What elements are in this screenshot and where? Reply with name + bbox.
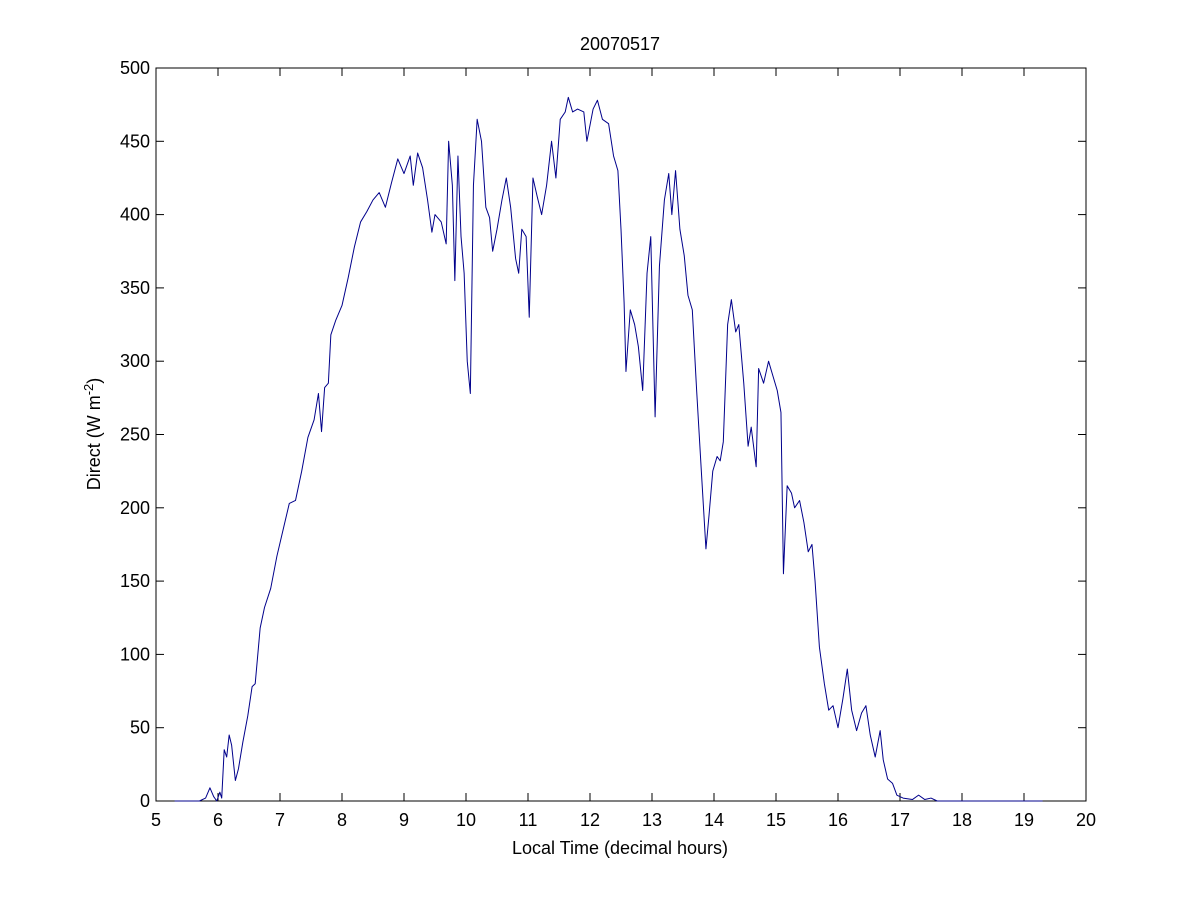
x-axis-label: Local Time (decimal hours) [512, 838, 728, 858]
x-tick-label: 7 [275, 810, 285, 830]
x-tick-label: 17 [890, 810, 910, 830]
y-axis-label-prefix: Direct (W m [84, 395, 104, 490]
y-tick-label: 200 [120, 498, 150, 518]
x-tick-label: 19 [1014, 810, 1034, 830]
y-axis-ticks [156, 67, 1086, 802]
series-layer [174, 96, 1043, 802]
y-axis-label: Direct (W m-2) [81, 378, 104, 491]
x-tick-label: 10 [456, 810, 476, 830]
y-axis-label-superscript: -2 [81, 384, 96, 396]
x-tick-label: 6 [213, 810, 223, 830]
x-tick-label: 11 [519, 810, 538, 830]
x-tick-label: 5 [151, 810, 161, 830]
y-tick-label: 500 [120, 58, 150, 78]
y-tick-label: 400 [120, 205, 150, 225]
y-tick-label: 0 [140, 791, 150, 811]
y-tick-label: 50 [130, 718, 150, 738]
y-tick-label: 150 [120, 571, 150, 591]
y-axis-label-suffix: ) [84, 378, 104, 384]
y-tick-label: 250 [120, 425, 150, 445]
chart-title: 20070517 [580, 34, 660, 54]
y-tick-label: 300 [120, 351, 150, 371]
x-tick-label: 20 [1076, 810, 1096, 830]
series-line-direct [174, 96, 1043, 802]
y-axis-tick-labels: 0 50 100 150 200 250 300 350 400 450 500 [120, 58, 150, 811]
x-axis-ticks [155, 68, 1087, 801]
x-axis-tick-labels: 5 6 7 8 9 10 11 12 13 14 15 16 17 18 19 20 [151, 810, 1096, 830]
y-tick-label: 350 [120, 278, 150, 298]
y-tick-label: 450 [120, 131, 150, 151]
x-tick-label: 8 [337, 810, 347, 830]
x-tick-label: 13 [642, 810, 662, 830]
x-tick-label: 12 [580, 810, 600, 830]
y-tick-label: 100 [120, 644, 150, 664]
plot-area: 5 6 7 8 9 10 11 12 13 14 15 16 17 18 19 20 0 50 100 150 200… [120, 58, 1096, 830]
x-tick-label: 14 [704, 810, 724, 830]
x-tick-label: 9 [399, 810, 409, 830]
x-tick-label: 15 [766, 810, 786, 830]
x-tick-label: 18 [952, 810, 972, 830]
x-tick-label: 16 [828, 810, 848, 830]
